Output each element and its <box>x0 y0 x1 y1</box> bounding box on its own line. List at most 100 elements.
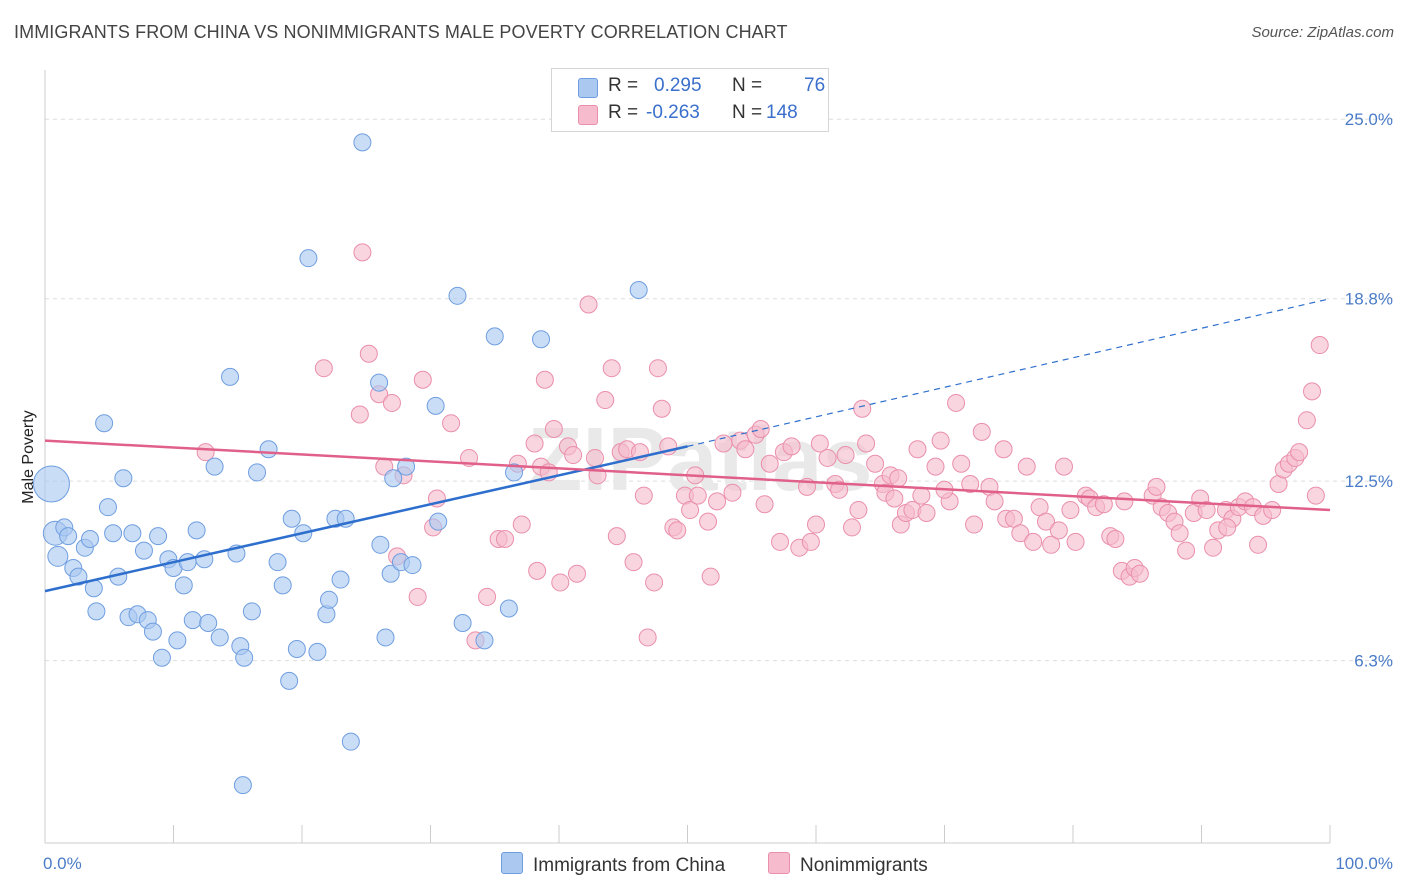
china-point <box>152 648 171 667</box>
nonimmigrants-point <box>1218 518 1237 537</box>
china-point <box>123 524 142 543</box>
china-point <box>178 553 197 572</box>
nonimmigrants-point <box>413 370 432 389</box>
china-point <box>629 281 648 300</box>
nonimmigrants-point <box>1011 524 1030 543</box>
n-label: N = <box>732 75 763 96</box>
nonimmigrants-point <box>645 573 664 592</box>
nonimmigrants-point <box>801 532 820 551</box>
nonimmigrants-point <box>708 492 727 511</box>
china-point <box>69 567 88 586</box>
y-tick-label: 12.5% <box>1345 472 1393 491</box>
nonimmigrants-point <box>624 553 643 572</box>
china-trend-line <box>44 445 688 593</box>
nonimmigrants-point <box>353 243 372 262</box>
china-point <box>426 396 445 415</box>
nonimmigrants-point <box>528 561 547 580</box>
china-point <box>149 527 168 546</box>
nonimmigrants-point <box>866 454 885 473</box>
nonimmigrants-point <box>652 399 671 418</box>
nonimmigrants-point <box>889 469 908 488</box>
nonimmigrants-point <box>1094 495 1113 514</box>
nonimmigrants-point <box>1170 524 1189 543</box>
china-point <box>299 249 318 268</box>
nonimmigrants-point <box>1147 477 1166 496</box>
china-point <box>183 611 202 630</box>
china-point <box>429 512 448 531</box>
china-point <box>143 622 162 641</box>
y-tick-label: 18.8% <box>1345 290 1393 309</box>
nonimmigrants-point <box>196 443 215 462</box>
nonimmigrants-point <box>818 448 837 467</box>
nonimmigrants-point <box>1310 336 1329 355</box>
china-n-value: 76 <box>804 75 826 96</box>
china-point <box>448 286 467 305</box>
nonimmigrants-point <box>952 454 971 473</box>
china-point <box>134 541 153 560</box>
nonimmigrants-point <box>1297 411 1316 430</box>
china-point <box>47 545 69 567</box>
nonimmigrants-point <box>1249 535 1268 554</box>
nonimmigrants-point <box>926 457 945 476</box>
nonimmigrants-point <box>931 431 950 450</box>
nonimmigrants-point <box>525 434 544 453</box>
nonimmigrants-point <box>1066 532 1085 551</box>
nonimmigrants-point <box>564 446 583 465</box>
nonimmigrants-point <box>551 573 570 592</box>
nonimmigrants-point <box>607 527 626 546</box>
china-point <box>98 498 117 517</box>
china-point <box>308 642 327 661</box>
china-legend-swatch <box>501 852 523 874</box>
china-point <box>210 628 229 647</box>
nonimmigrants-point <box>857 434 876 453</box>
china-point <box>174 576 193 595</box>
nonimmigrants-point <box>853 399 872 418</box>
china-point <box>331 570 350 589</box>
correlation-legend: R = 0.295 N = 76 R = -0.263 N = 148 <box>551 68 829 132</box>
nonimmigrants-point <box>701 567 720 586</box>
nonimmigrants-point <box>908 440 927 459</box>
nonimmigrants-point <box>1017 457 1036 476</box>
china-point <box>268 553 287 572</box>
nonimmigrants-point <box>512 515 531 534</box>
china-point <box>199 613 218 632</box>
nonimmigrants-point <box>985 492 1004 511</box>
china-point <box>353 133 372 152</box>
y-axis-label: Male Poverty <box>20 410 37 503</box>
nonimmigrants-point <box>359 344 378 363</box>
china-point <box>259 440 278 459</box>
nonimmigrants-point <box>478 587 497 606</box>
nonimmigrants-point <box>579 295 598 314</box>
nonimmigrants-point <box>688 486 707 505</box>
nonimmigrants-legend-swatch <box>768 852 790 874</box>
nonimmigrants-point <box>830 480 849 499</box>
china-point <box>499 599 518 618</box>
china-point <box>370 373 389 392</box>
nonimmigrants-point <box>596 391 615 410</box>
china-r-value: 0.295 <box>654 75 702 96</box>
nonimmigrants-point <box>442 414 461 433</box>
nonimmigrants-point <box>994 440 1013 459</box>
nonimmigrants-point <box>1177 541 1196 560</box>
bottom-legend-nonimmigrants: Nonimmigrants <box>768 852 928 877</box>
n-label: N = <box>732 102 763 123</box>
y-tick-label: 25.0% <box>1345 110 1393 129</box>
nonimmigrants-point <box>1106 530 1125 549</box>
china-point <box>282 509 301 528</box>
china-point <box>397 457 416 476</box>
nonimmigrants-point <box>1049 521 1068 540</box>
china-point <box>287 640 306 659</box>
china-point <box>221 367 240 386</box>
nonimmigrants-point <box>810 434 829 453</box>
r-label: R = <box>608 75 639 96</box>
nonimmigrants-point <box>681 501 700 520</box>
nonimmigrants-point <box>972 422 991 441</box>
nonimmigrants-point <box>1024 532 1043 551</box>
nonimmigrants-point <box>807 515 825 534</box>
nonimmigrants-point <box>849 501 868 520</box>
nonimmigrants-point <box>760 454 779 473</box>
nonimmigrants-point <box>755 495 774 514</box>
china-point <box>87 602 106 621</box>
nonimmigrants-point <box>496 530 515 549</box>
